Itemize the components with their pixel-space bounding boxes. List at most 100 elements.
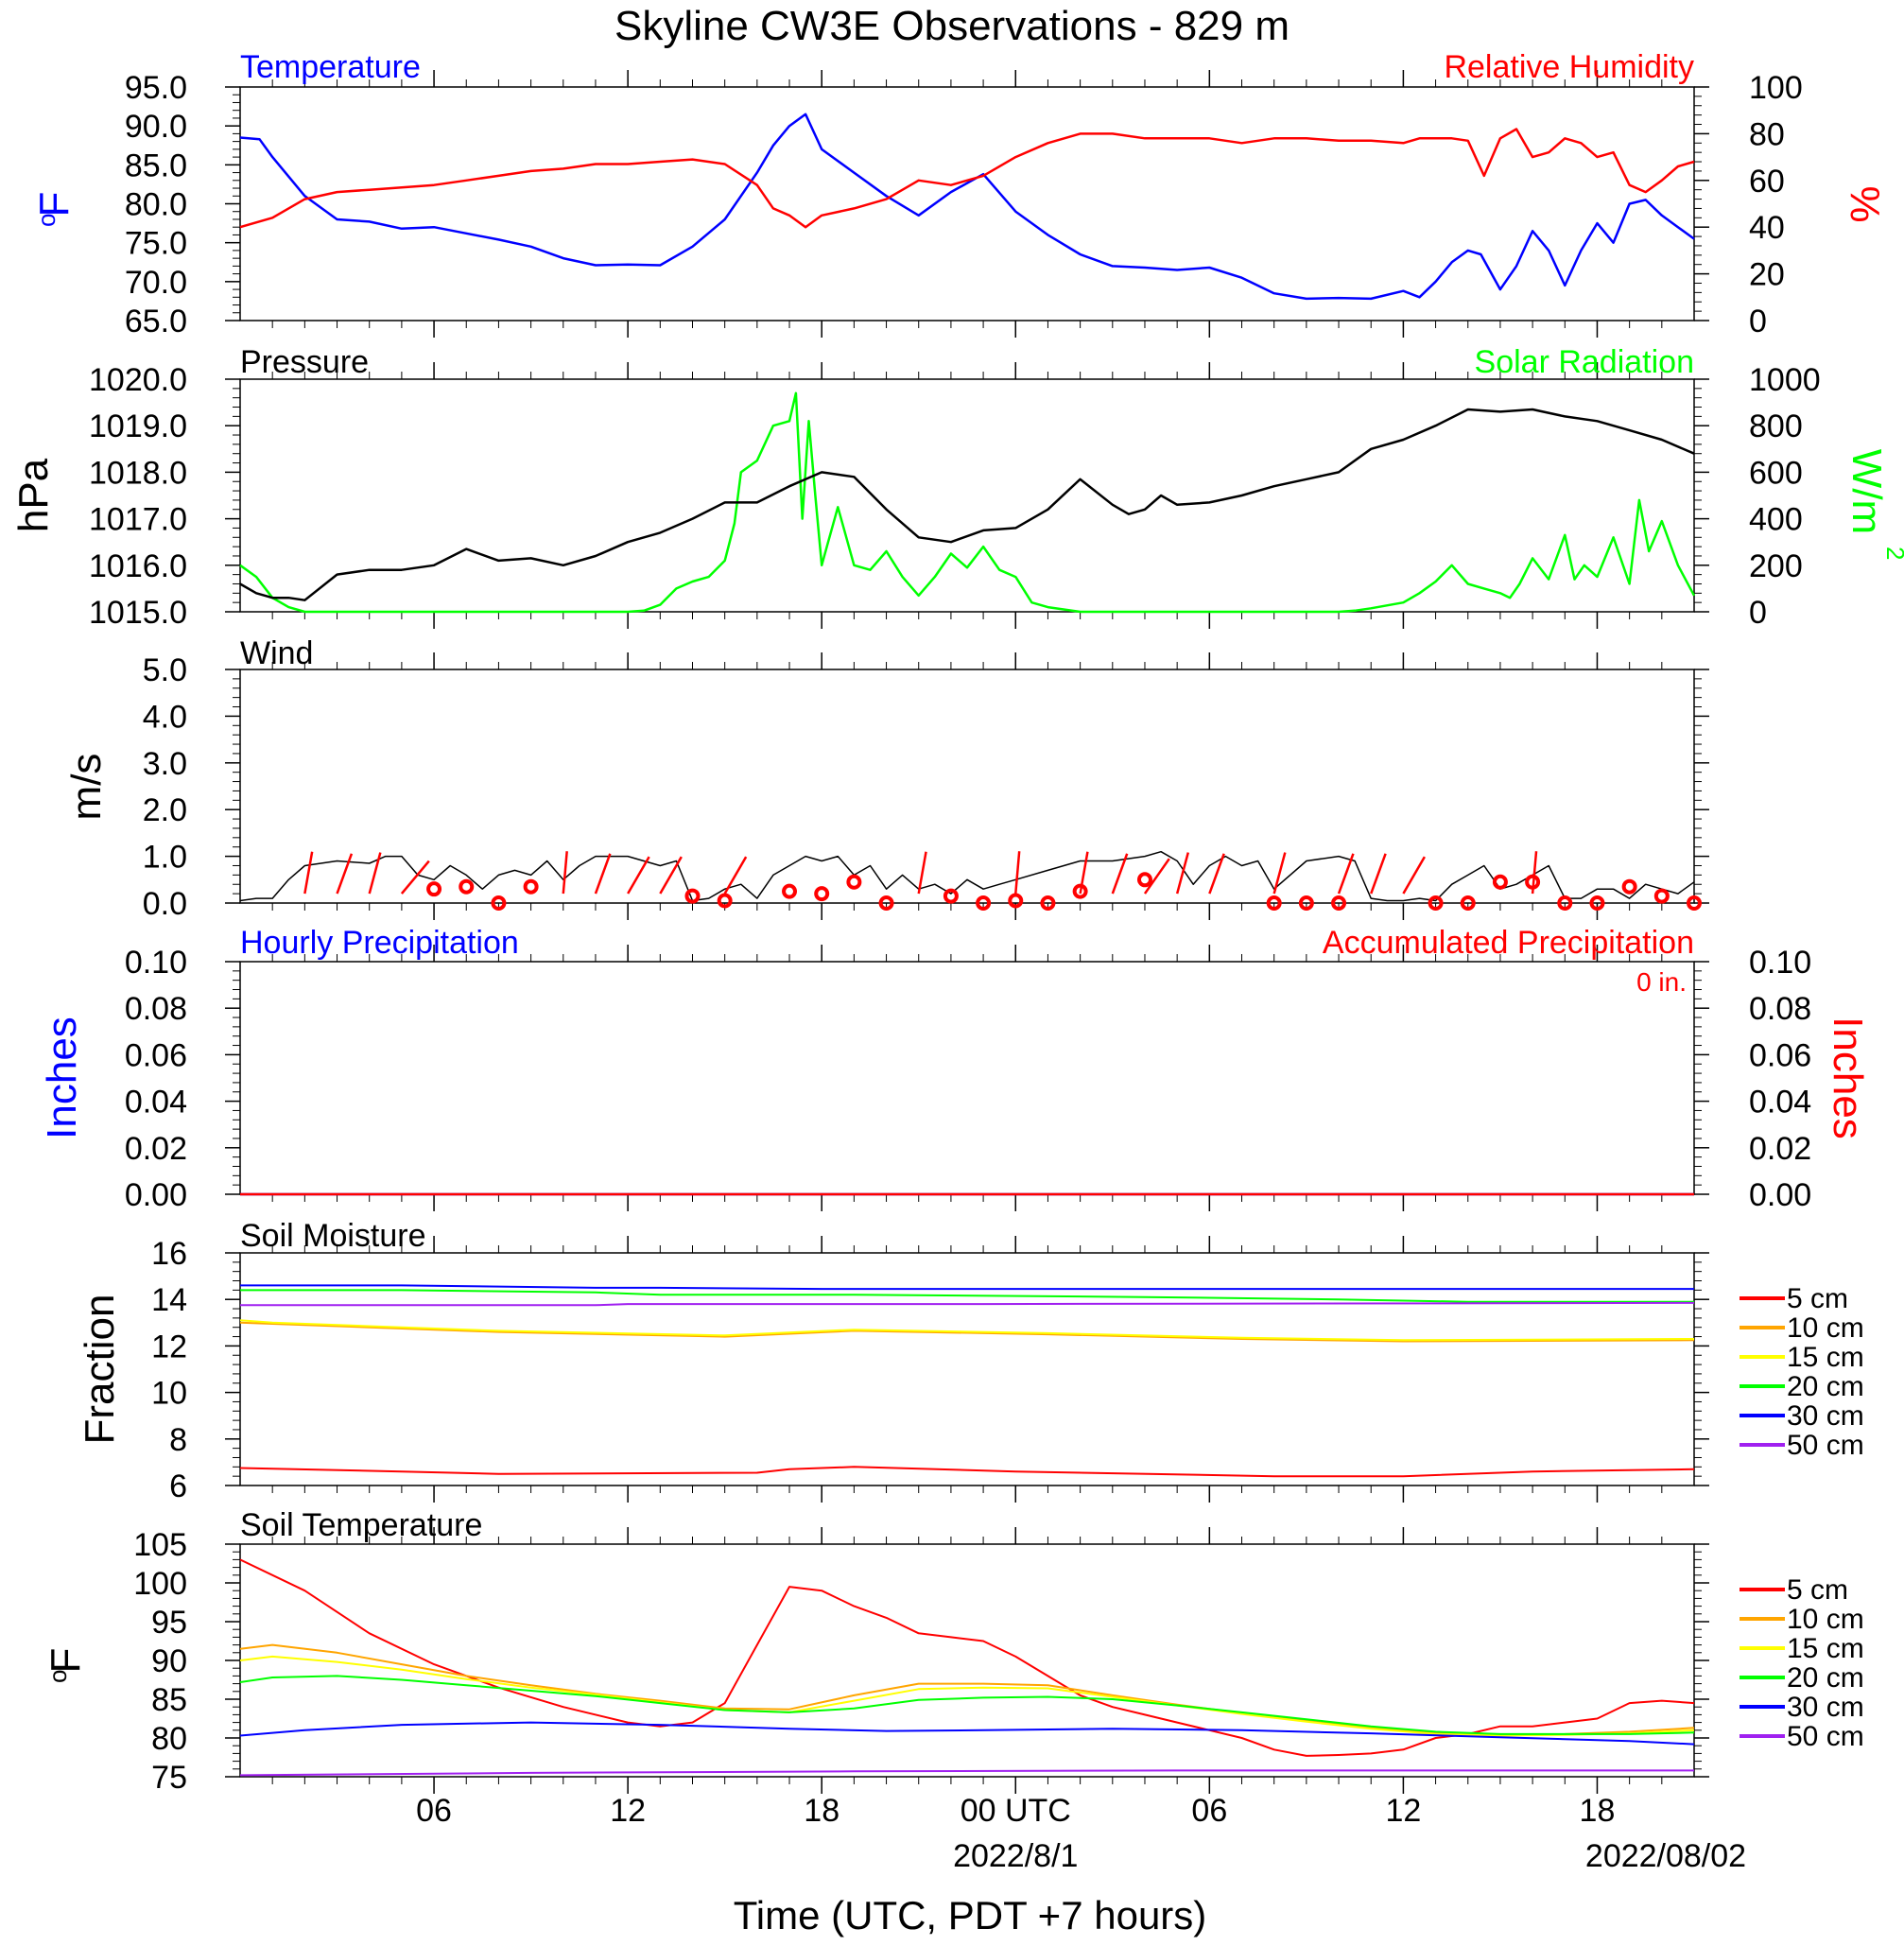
panel-4-frame <box>239 1252 1695 1486</box>
y-right-tick-label: 0.02 <box>1749 1131 1811 1167</box>
calm-wind-marker <box>1040 895 1056 911</box>
y-left-unit: hPa <box>10 458 57 532</box>
accumulated-precipitation-total: 0 in. <box>1636 967 1687 997</box>
legend-label: 5 cm <box>1787 1283 1848 1314</box>
wind-barb <box>723 856 748 895</box>
series-line-30-cm <box>239 1721 1695 1746</box>
y-left-tick-label: 4.0 <box>143 699 187 735</box>
calm-wind-marker <box>1428 895 1444 911</box>
y-right-tick-label: 0 <box>1749 304 1767 339</box>
calm-wind-marker <box>459 878 475 895</box>
y-right-unit: W/m <box>1843 449 1890 534</box>
calm-wind-marker <box>943 888 959 904</box>
y-left-tick-label: 90 <box>151 1643 187 1679</box>
panel-wind: 5.0 4.0 3.0 2.0 1.0 0.0 Wind m/s <box>63 635 1709 922</box>
y-left-tick-label: 80.0 <box>125 187 187 223</box>
y-right-unit: Inches <box>1825 1016 1871 1139</box>
y-left-unit: Inches <box>39 1016 85 1139</box>
calm-wind-marker <box>491 895 507 911</box>
y-left-tick-label: 1016.0 <box>89 548 187 584</box>
y-unit: F <box>43 1648 89 1674</box>
y-left-tick-label: 0.02 <box>125 1131 187 1167</box>
y-right-unit-superscript: 2 <box>1881 547 1904 560</box>
calm-wind-marker <box>1298 895 1314 911</box>
series-line-30-cm <box>240 1284 1694 1291</box>
x-date-label: 2022/8/1 <box>953 1838 1078 1874</box>
y-left-tick-label: 5.0 <box>143 652 187 688</box>
legend-label: 20 cm <box>1787 1662 1864 1694</box>
legend-label: 5 cm <box>1787 1574 1848 1606</box>
x-tick-label: 18 <box>1580 1793 1616 1829</box>
y-left-tick-label: 10 <box>151 1376 187 1412</box>
calm-wind-marker <box>1460 895 1476 911</box>
y-right-tick-label: 0.04 <box>1749 1085 1811 1121</box>
calm-wind-marker <box>1653 888 1670 904</box>
x-tick-label: 00 UTC <box>961 1793 1071 1829</box>
calm-wind-marker <box>684 888 701 904</box>
series-line-solar-radiation <box>239 391 1696 614</box>
calm-wind-marker <box>1072 883 1088 899</box>
y-left-tick-label: 95 <box>151 1605 187 1641</box>
legend-label: 50 cm <box>1787 1721 1864 1752</box>
wind-barb <box>368 852 382 895</box>
y-left-tick-label: 70.0 <box>125 265 187 301</box>
y-left-tick-label: 3.0 <box>143 746 187 782</box>
y-right-tick-label: 100 <box>1749 70 1803 106</box>
legend-label: 10 cm <box>1787 1604 1864 1635</box>
calm-wind-marker <box>1136 872 1152 888</box>
y-left-tick-label: 100 <box>133 1566 187 1602</box>
panel-1-frame <box>239 378 1695 613</box>
wind-barb <box>303 851 314 895</box>
legend-label: 10 cm <box>1787 1312 1864 1344</box>
panel-right-title: Solar Radiation <box>1475 344 1694 380</box>
y-right-tick-label: 0.00 <box>1749 1177 1811 1213</box>
y-right-tick-label: 0.10 <box>1749 945 1811 981</box>
calm-wind-marker <box>426 881 442 897</box>
y-right-tick-label: 600 <box>1749 455 1803 491</box>
series-line-50-cm <box>239 1769 1694 1777</box>
x-axis: 06 12 18 00 UTC 06 12 18 2022/8/1 2022/08/02 Time… <box>416 1793 1746 1937</box>
series-line-50-cm <box>240 1301 1695 1307</box>
chart-title: Skyline CW3E Observations - 829 m <box>614 3 1290 49</box>
y-left-tick-label: 0.08 <box>125 991 187 1027</box>
x-date-label: 2022/08/02 <box>1585 1838 1746 1874</box>
panel-left-title: Pressure <box>240 344 369 380</box>
x-tick-label: 12 <box>1385 1793 1421 1829</box>
y-left-tick-label: 75.0 <box>125 226 187 262</box>
panel-2-frame <box>239 669 1695 904</box>
legend-label: 30 cm <box>1787 1692 1864 1723</box>
panel-right-title: Accumulated Precipitation <box>1323 925 1694 961</box>
legend-label: 50 cm <box>1787 1430 1864 1461</box>
wind-barb <box>627 856 650 895</box>
y-left-tick-label: 65.0 <box>125 304 187 339</box>
calm-wind-marker <box>523 878 539 895</box>
series-line-20-cm <box>240 1289 1694 1303</box>
calm-wind-marker <box>976 895 992 911</box>
y-right-tick-label: 0 <box>1749 595 1767 631</box>
panel-pressure: 1020.0 1019.0 1018.0 1017.0 1016.0 1015.0 1000… <box>10 344 1904 631</box>
calm-wind-marker <box>1008 893 1024 909</box>
y-left-tick-label: 0.00 <box>125 1177 187 1213</box>
y-right-tick-label: 0.06 <box>1749 1037 1811 1073</box>
y-left-unit: F <box>31 192 78 217</box>
legend-label: 15 cm <box>1787 1342 1864 1373</box>
y-left-tick-label: 0.10 <box>125 945 187 981</box>
wind-barb <box>917 851 927 895</box>
y-left-tick-label: 1020.0 <box>89 362 187 398</box>
panels: 95.090.085.080.075.070.065.0100806040200… <box>10 49 1904 1796</box>
y-left-tick-label: 85 <box>151 1682 187 1718</box>
wind-barb <box>1143 858 1170 895</box>
y-left-tick-label: 8 <box>169 1422 187 1458</box>
wind-barb <box>336 853 354 895</box>
wind-barb <box>562 851 568 895</box>
y-right-unit: % <box>1842 185 1888 222</box>
wind-barb <box>1014 851 1021 895</box>
y-right-tick-label: 1000 <box>1749 362 1821 398</box>
y-right-tick-label: 0.08 <box>1749 991 1811 1027</box>
panel-precipitation: 0.10 0.08 0.06 0.04 0.02 0.00 0.10 0.08 0.06 0.04… <box>39 925 1871 1213</box>
y-left-tick-label: 2.0 <box>143 792 187 828</box>
wind-barb <box>1337 853 1355 895</box>
